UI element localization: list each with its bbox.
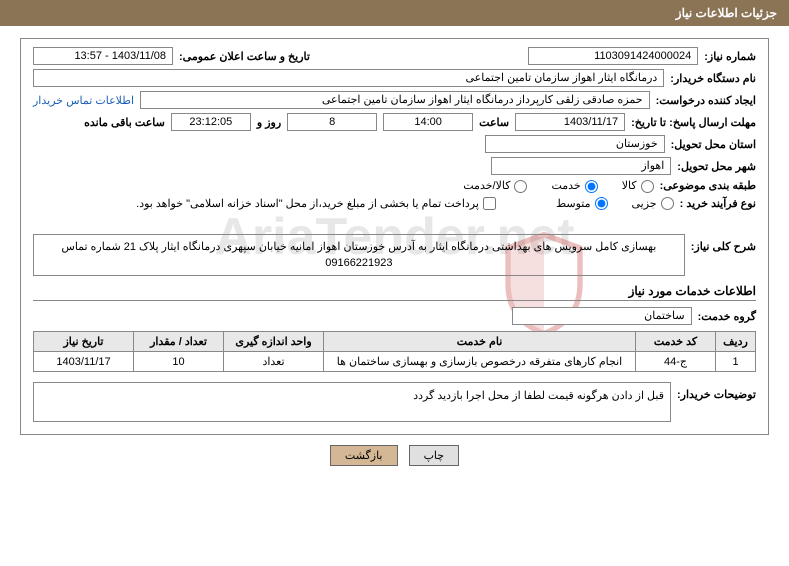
row-city: شهر محل تحویل: اهواز <box>33 157 756 175</box>
label-need-number: شماره نیاز: <box>704 50 756 63</box>
radio-kala[interactable] <box>641 180 654 193</box>
field-announce-datetime: 1403/11/08 - 13:57 <box>33 47 173 65</box>
th-unit: واحد اندازه گیری <box>224 332 324 352</box>
th-row: ردیف <box>716 332 756 352</box>
radio-medium[interactable] <box>595 197 608 210</box>
row-need-number: شماره نیاز: 1103091424000024 تاریخ و ساع… <box>33 47 756 65</box>
label-saat: ساعت <box>479 116 509 129</box>
radio-medium-label[interactable]: متوسط <box>556 197 608 211</box>
table-header-row: ردیف کد خدمت نام خدمت واحد اندازه گیری ت… <box>34 332 756 352</box>
cell-name: انجام کارهای متفرقه درخصوص بازسازی و بهس… <box>324 352 636 372</box>
row-deadline: مهلت ارسال پاسخ: تا تاریخ: 1403/11/17 سا… <box>33 113 756 131</box>
label-service-group: گروه خدمت: <box>698 310 756 323</box>
form-body: شماره نیاز: 1103091424000024 تاریخ و ساع… <box>21 39 768 434</box>
services-table: ردیف کد خدمت نام خدمت واحد اندازه گیری ت… <box>33 331 756 372</box>
row-purchase-type: نوع فرآیند خرید : جزیی متوسط پرداخت تمام… <box>33 197 756 211</box>
contact-info-link[interactable]: اطلاعات تماس خریدار <box>33 94 134 107</box>
th-date: تاریخ نیاز <box>34 332 134 352</box>
field-deadline-date: 1403/11/17 <box>515 113 625 131</box>
radio-khedmat[interactable] <box>585 180 598 193</box>
cell-count: 10 <box>134 352 224 372</box>
radio-kala-label[interactable]: کالا <box>622 179 654 193</box>
cell-date: 1403/11/17 <box>34 352 134 372</box>
field-province: خوزستان <box>485 135 665 153</box>
label-purchase-type: نوع فرآیند خرید : <box>680 197 756 210</box>
radio-kala-khedmat-label[interactable]: کالا/خدمت <box>463 179 527 193</box>
label-remaining: ساعت باقی مانده <box>84 116 165 129</box>
print-button[interactable]: چاپ <box>409 445 460 466</box>
table-row: 1ج-44انجام کارهای متفرقه درخصوص بازسازی … <box>34 352 756 372</box>
cell-unit: تعداد <box>224 352 324 372</box>
back-button[interactable]: بازگشت <box>330 445 398 466</box>
row-province: استان محل تحویل: خوزستان <box>33 135 756 153</box>
treasury-checkbox[interactable] <box>483 197 496 210</box>
section-services-title: اطلاعات خدمات مورد نیاز <box>33 284 756 301</box>
label-category: طبقه بندی موضوعی: <box>660 179 756 192</box>
cell-row: 1 <box>716 352 756 372</box>
radio-kala-khedmat[interactable] <box>514 180 527 193</box>
label-request-creator: ایجاد کننده درخواست: <box>656 94 756 107</box>
field-remaining-time: 23:12:05 <box>171 113 251 131</box>
label-need-desc: شرح کلی نیاز: <box>691 234 756 253</box>
button-row: چاپ بازگشت <box>0 445 789 466</box>
field-request-creator: حمزه صادقی زلقی کارپرداز درمانگاه ایثار … <box>140 91 650 109</box>
cell-code: ج-44 <box>636 352 716 372</box>
label-announce-datetime: تاریخ و ساعت اعلان عمومی: <box>179 50 310 63</box>
label-province: استان محل تحویل: <box>671 138 756 151</box>
field-city: اهواز <box>491 157 671 175</box>
content-panel: AriaTender.net شماره نیاز: 1103091424000… <box>20 38 769 435</box>
row-service-group: گروه خدمت: ساختمان <box>33 307 756 325</box>
radio-partial-label[interactable]: جزیی <box>632 197 674 211</box>
label-buyer-device: نام دستگاه خریدار: <box>670 72 756 85</box>
page-header: جزئیات اطلاعات نیاز <box>0 0 789 26</box>
row-buyer-notes: توضیحات خریدار: قبل از دادن هرگونه قیمت … <box>33 378 756 422</box>
th-name: نام خدمت <box>324 332 636 352</box>
th-count: تعداد / مقدار <box>134 332 224 352</box>
header-title: جزئیات اطلاعات نیاز <box>676 6 777 20</box>
row-category: طبقه بندی موضوعی: کالا خدمت کالا/خدمت <box>33 179 756 193</box>
row-need-desc: شرح کلی نیاز: بهسازی کامل سرویس های بهدا… <box>33 234 756 276</box>
label-rooz: روز و <box>257 116 281 129</box>
field-service-group: ساختمان <box>512 307 692 325</box>
field-deadline-time: 14:00 <box>383 113 473 131</box>
field-need-desc: بهسازی کامل سرویس های بهداشتی درمانگاه ا… <box>33 234 685 276</box>
label-deadline: مهلت ارسال پاسخ: تا تاریخ: <box>631 116 756 129</box>
field-remaining-days: 8 <box>287 113 377 131</box>
radio-khedmat-label[interactable]: خدمت <box>551 179 597 193</box>
field-need-number: 1103091424000024 <box>528 47 698 65</box>
radio-partial[interactable] <box>661 197 674 210</box>
field-buyer-device: درمانگاه ایثار اهواز سازمان تامین اجتماع… <box>33 69 664 87</box>
field-buyer-notes: قبل از دادن هرگونه قیمت لطفا از محل اجرا… <box>33 382 671 422</box>
row-request-creator: ایجاد کننده درخواست: حمزه صادقی زلقی کار… <box>33 91 756 109</box>
label-city: شهر محل تحویل: <box>677 160 756 173</box>
treasury-checkbox-label[interactable]: پرداخت تمام یا بخشی از مبلغ خرید،از محل … <box>136 197 496 211</box>
label-buyer-notes: توضیحات خریدار: <box>677 378 756 401</box>
row-buyer-device: نام دستگاه خریدار: درمانگاه ایثار اهواز … <box>33 69 756 87</box>
th-code: کد خدمت <box>636 332 716 352</box>
